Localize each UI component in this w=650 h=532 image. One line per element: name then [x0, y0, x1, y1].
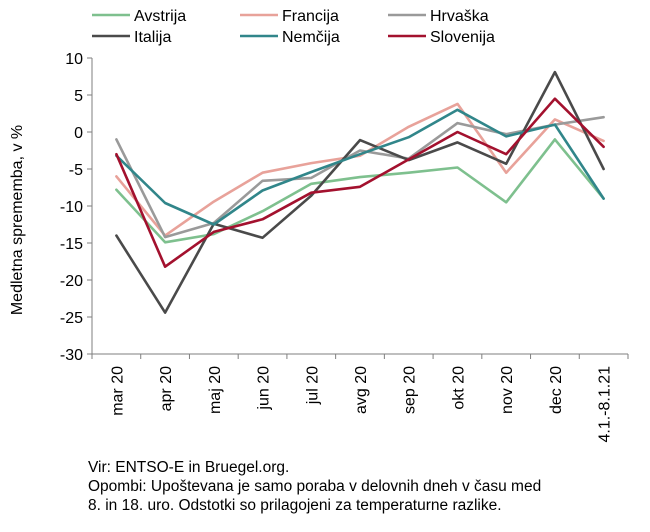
x-tick-label: sep 20: [402, 366, 419, 414]
x-tick-label: maj 20: [207, 366, 224, 414]
series-line-slovenija: [115, 97, 605, 269]
y-tick-label: -10: [60, 199, 83, 216]
legend-label: Italija: [134, 29, 171, 46]
y-tick-label: -30: [60, 347, 83, 364]
x-tick-label: 4.1.-8.1.21: [597, 366, 614, 443]
series-line-nemčija: [115, 108, 605, 226]
y-tick-label: 0: [74, 125, 83, 142]
legend-label: Francija: [282, 8, 339, 25]
series-line-francija: [115, 102, 605, 237]
chart-axes: [91, 58, 628, 355]
chart-notes: Vir: ENTSO-E in Bruegel.org. Opombi: Upo…: [88, 458, 648, 515]
legend-label: Hrvaška: [430, 8, 489, 25]
y-axis-ticks: -30 -25 -20 -15 -10 -5 0 5 10: [60, 51, 92, 364]
legend-label: Slovenija: [430, 29, 495, 46]
remarks-line-2: 8. in 18. uro. Odstotki so prilagojeni z…: [88, 497, 502, 514]
remarks-line-1: Opombi: Upoštevana je samo poraba v delo…: [88, 478, 542, 495]
x-tick-label: apr 20: [158, 366, 175, 411]
x-tick-label: nov 20: [499, 366, 516, 414]
y-axis-label: Medletna sprememba, v %: [9, 125, 26, 315]
x-tick-label: jun 20: [256, 366, 273, 411]
source-note: Vir: ENTSO-E in Bruegel.org.: [88, 459, 290, 476]
x-tick-label: dec 20: [548, 366, 565, 414]
chart-series-lines: [115, 70, 605, 314]
x-tick-label: mar 20: [109, 366, 126, 416]
line-chart: Avstrija Francija Hrvaška Italija Nemčija Slo…: [9, 8, 629, 443]
y-tick-label: -5: [69, 162, 83, 179]
y-tick-label: -20: [60, 273, 83, 290]
series-line-avstrija: [115, 138, 605, 244]
legend-label: Avstrija: [134, 8, 186, 25]
x-tick-label: jul 20: [304, 366, 321, 405]
y-tick-label: 10: [65, 51, 83, 68]
chart-legend: Avstrija Francija Hrvaška Italija Nemčija Slo…: [92, 8, 495, 46]
y-tick-label: -15: [60, 236, 83, 253]
x-tick-label: avg 20: [353, 366, 370, 414]
legend-label: Nemčija: [282, 29, 340, 46]
y-tick-label: -25: [60, 310, 83, 327]
series-line-italija: [115, 70, 605, 314]
y-tick-label: 5: [74, 88, 83, 105]
x-axis-ticks: mar 20 apr 20 maj 20 jun 20 jul 20 avg 20 sep …: [91, 354, 629, 443]
x-tick-label: okt 20: [450, 366, 467, 410]
